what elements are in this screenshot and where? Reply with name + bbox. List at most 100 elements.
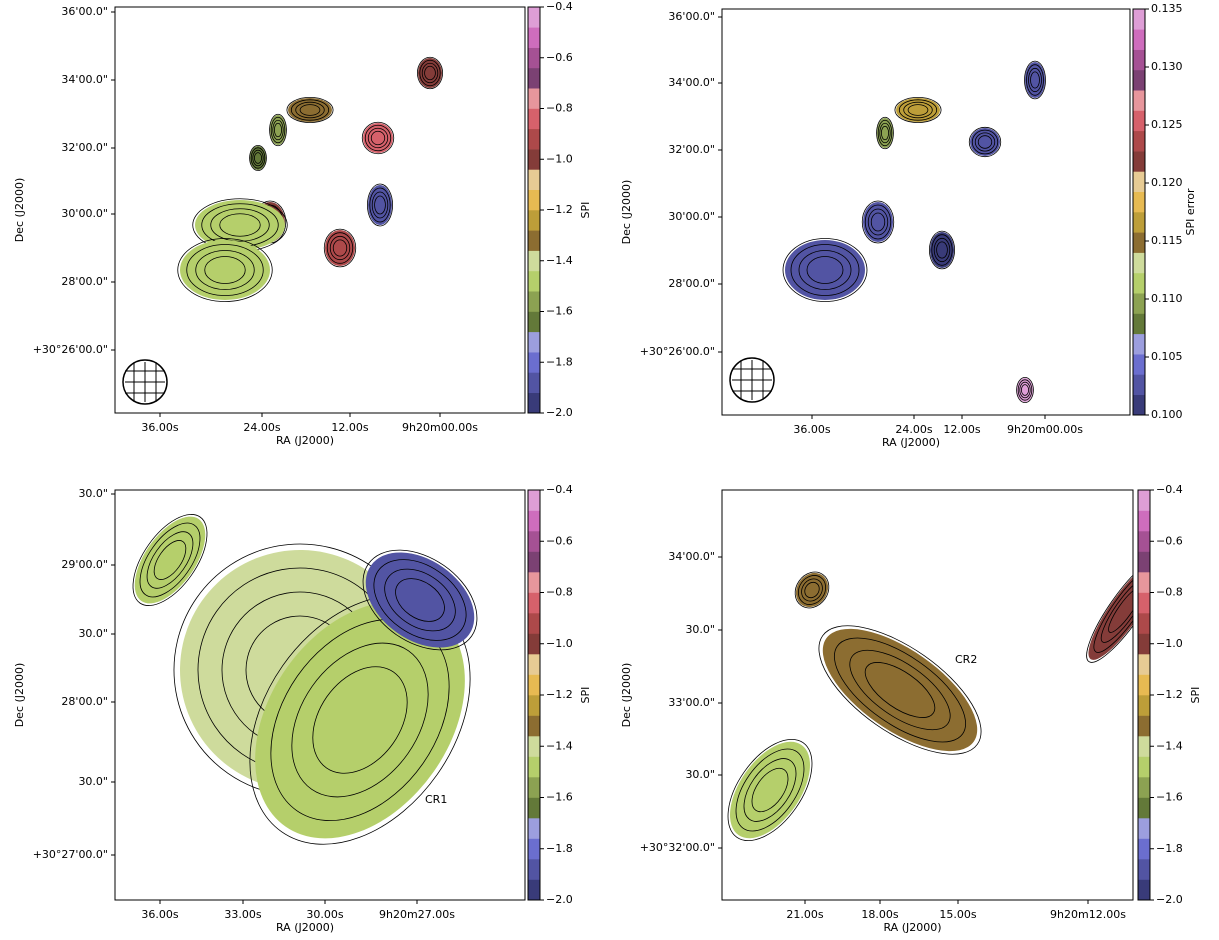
contour [1108,587,1133,633]
source [270,115,286,145]
colorbar-tick-label: −2.0 [546,893,573,906]
contour [204,256,246,284]
colorbar-swatch [528,490,540,511]
source [325,230,355,266]
contour [1024,60,1046,100]
colorbar-swatch [1133,90,1145,111]
contour [735,748,805,832]
x-tick-label: 30.00s [306,908,343,921]
colorbar-swatch [528,818,540,839]
contour [790,244,860,296]
colorbar-tick-label: 0.130 [1151,60,1183,73]
x-tick-label: 15.00s [939,908,976,921]
contour [153,540,187,580]
contour [743,758,797,822]
colorbar-swatch [1138,736,1150,757]
colorbar-swatch [528,250,540,272]
y-tick-label: 30.0" [78,775,108,788]
colorbar-tick-label: −1.8 [546,842,573,855]
colorbar-swatch [528,230,540,251]
contour [252,149,264,167]
colorbar-swatch [528,331,540,353]
colorbar-tick-label: 0.120 [1151,176,1183,189]
contour [312,666,408,774]
colorbar-swatch [1138,531,1150,552]
colorbar-swatch [528,392,540,414]
image [132,514,478,845]
contour [286,97,334,124]
x-axis-label: RA (J2000) [883,921,941,934]
y-tick-label: 30.0" [685,768,715,781]
contour [849,649,951,731]
colorbar-swatch [1138,674,1150,696]
contour [1093,567,1133,653]
colorbar-swatch [1138,613,1150,634]
contour [210,208,270,242]
contour [270,116,286,144]
contour [1086,557,1133,663]
contour [968,126,1002,158]
source [795,572,829,608]
colorbar-tick-label: −0.6 [1156,534,1183,547]
colorbar-tick-label: −1.6 [1156,791,1183,804]
y-tick-label: 28'00.0" [61,695,108,708]
y-axis-label: Dec (J2000) [620,180,633,245]
colorbar-swatch [1133,69,1145,91]
contour [974,132,996,152]
colorbar-tick-label: −1.4 [546,254,573,267]
contour [364,124,392,152]
x-tick-label: 18.00s [861,908,898,921]
colorbar-swatch [1138,859,1150,880]
source [822,628,978,752]
y-tick-label: 34'00.0" [668,550,715,563]
x-tick-label: 33.00s [224,908,261,921]
colorbar-tick-label: −1.0 [1156,637,1183,650]
y-tick-label: 28'00.0" [668,277,715,290]
contour [806,256,844,284]
colorbar-tick-label: −0.4 [546,0,573,13]
colorbar-swatch [528,67,540,89]
contour [971,129,999,155]
y-tick-label: +30°26'00.0" [33,343,108,356]
colorbar-swatch [528,613,540,634]
contour [272,119,284,141]
colorbar-tick-label: 0.100 [1151,408,1183,421]
beam [122,359,168,405]
colorbar-tick-label: −1.6 [546,305,573,318]
colorbar-swatch [1133,212,1145,233]
colorbar-swatch [1138,777,1150,798]
colorbar-swatch [1138,756,1150,778]
contour [329,235,351,261]
x-tick-label: 24.00s [243,421,280,434]
contour [870,212,886,232]
contour [794,571,830,609]
x-tick-label: 12.00s [331,421,368,434]
source [418,58,442,88]
contour [933,237,951,263]
contour [416,56,443,90]
colorbar-swatch [528,736,540,757]
colorbar-swatch [1138,551,1150,573]
colorbar-tick-label: −1.2 [1156,688,1183,701]
y-axis-label: Dec (J2000) [13,178,26,243]
colorbar-swatch [528,551,540,573]
colorbar-swatch [528,592,540,614]
source [250,146,266,170]
y-axis-label: Dec (J2000) [13,663,26,728]
contour [419,59,441,87]
colorbar-swatch [528,859,540,880]
y-tick-label: 32'00.0" [668,143,715,156]
x-tick-label: 36.00s [141,908,178,921]
colorbar-tick-label: −1.4 [546,739,573,752]
colorbar-swatch [528,654,540,675]
x-tick-label: 9h20m27.00s [379,908,455,921]
plot-frame [721,8,1131,416]
y-tick-label: 36'00.0" [61,5,108,18]
colorbar-swatch [1133,272,1145,294]
contour [250,147,266,169]
colorbar-swatch [1133,151,1145,172]
colorbar-frame [1132,8,1146,416]
contour [977,135,993,149]
source [970,128,1000,156]
